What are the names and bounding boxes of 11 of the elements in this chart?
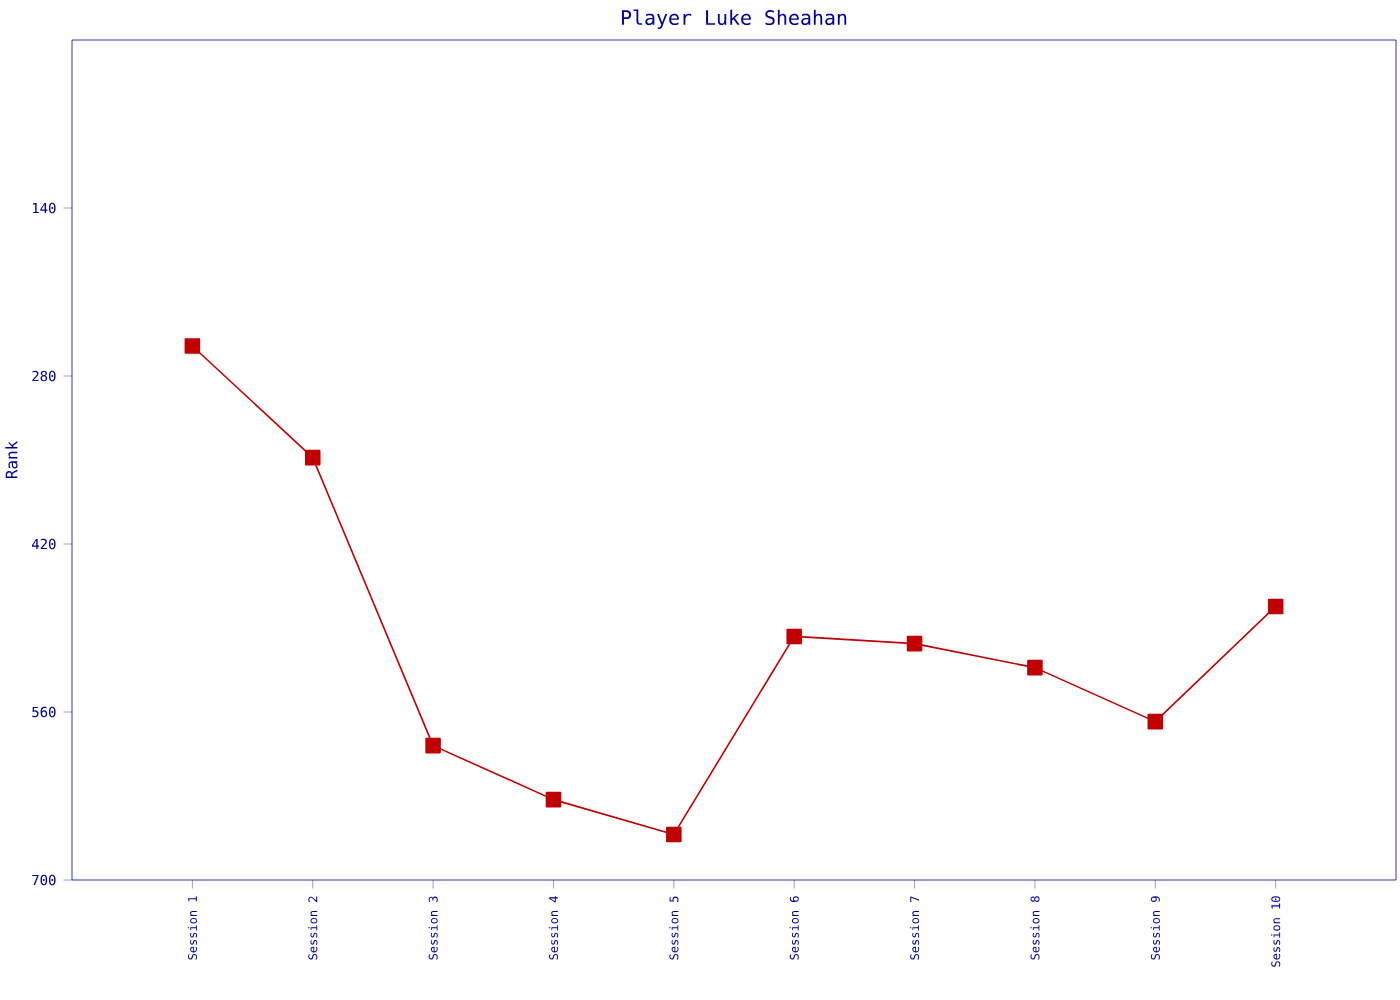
point: [304, 449, 321, 466]
point: [1267, 598, 1284, 615]
point: [425, 737, 441, 754]
point: [666, 826, 682, 843]
point: [1027, 659, 1043, 676]
point: [184, 338, 201, 354]
point: [545, 791, 562, 808]
point: [786, 628, 802, 645]
point: [1147, 713, 1164, 730]
chart-title: Player Luke Sheahan: [621, 9, 847, 29]
point: [906, 635, 923, 652]
